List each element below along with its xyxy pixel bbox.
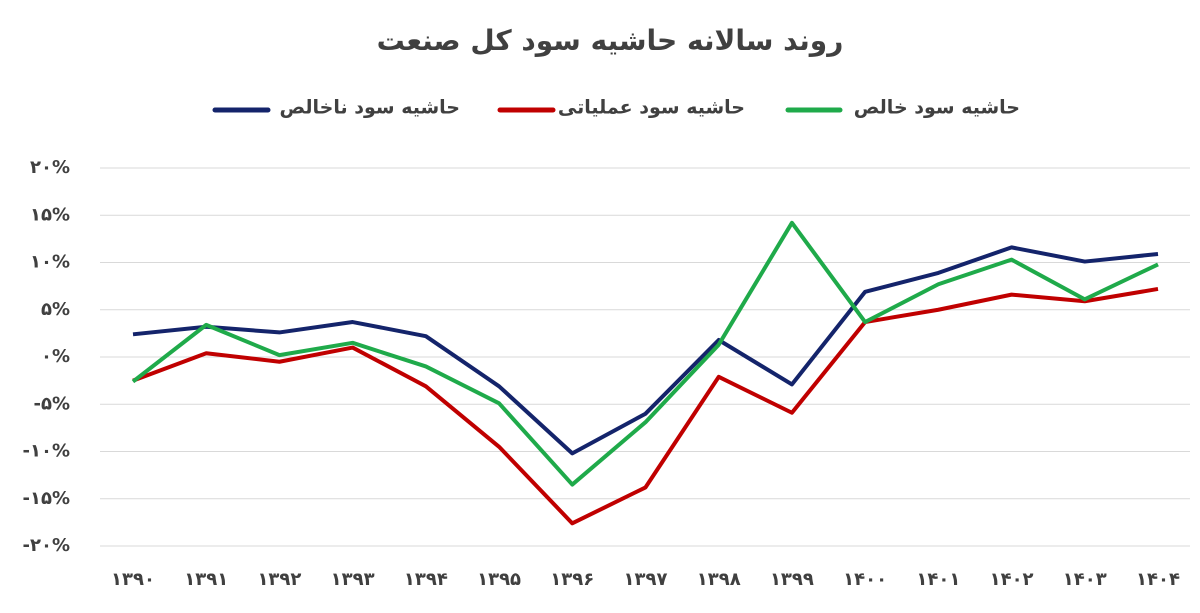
- chart-title: روند سالانه حاشیه سود کل صنعت: [377, 24, 844, 57]
- y-tick-label: ۵%: [41, 299, 70, 320]
- x-tick-label: ۱۴۰۰: [843, 569, 887, 590]
- y-tick-label: -۵%: [34, 393, 71, 414]
- y-tick-label: ۱۰%: [30, 252, 70, 273]
- x-tick-label: ۱۴۰۳: [1063, 569, 1107, 590]
- data-line: [132, 245, 1159, 456]
- y-tick-label: -۱۵%: [23, 488, 70, 509]
- x-tick-label: ۱۳۹۵: [477, 569, 521, 590]
- x-tick-label: ۱۴۰۴: [1136, 569, 1180, 590]
- legend-label: حاشیه سود ناخالص: [279, 97, 460, 119]
- legend-label: حاشیه سود خالص: [854, 97, 1020, 119]
- x-tick-label: ۱۳۹۶: [550, 569, 594, 590]
- data-line: [132, 286, 1159, 526]
- y-tick-label: -۲۰%: [23, 535, 70, 556]
- x-tick-label: ۱۴۰۲: [990, 569, 1034, 590]
- x-tick-label: ۱۴۰۱: [916, 569, 960, 590]
- x-tick-label: ۱۳۹۹: [770, 569, 814, 590]
- y-tick-label: ۱۵%: [30, 204, 70, 225]
- x-tick-label: ۱۳۹۳: [331, 569, 375, 590]
- legend-label: حاشیه سود عملیاتی: [558, 97, 745, 119]
- x-tick-label: ۱۳۹۰: [111, 569, 155, 590]
- x-tick-label: ۱۳۹۴: [404, 569, 448, 590]
- data-line: [131, 220, 1159, 487]
- y-tick-label: ۲۰%: [30, 157, 70, 178]
- x-tick-label: ۱۳۹۸: [697, 569, 741, 590]
- x-tick-label: ۱۳۹۱: [184, 569, 228, 590]
- x-tick-label: ۱۳۹۲: [257, 569, 301, 590]
- x-tick-label: ۱۳۹۷: [624, 569, 668, 590]
- y-tick-label: -۱۰%: [23, 441, 70, 462]
- y-tick-label: ۰%: [41, 346, 70, 367]
